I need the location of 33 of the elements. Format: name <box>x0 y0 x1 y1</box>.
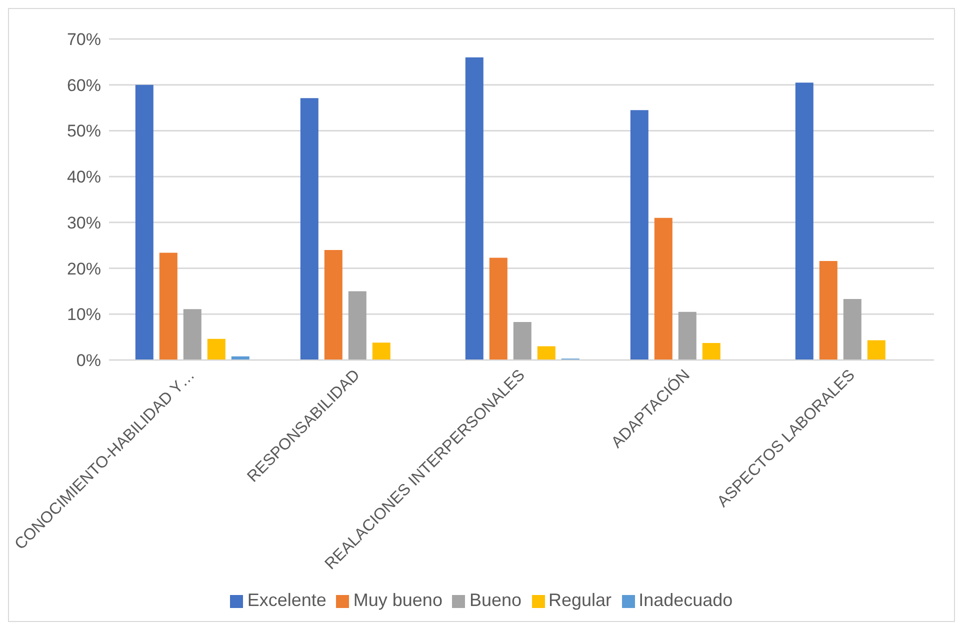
bar <box>630 110 648 360</box>
bar <box>537 346 556 360</box>
bar <box>702 343 720 360</box>
y-tick-label: 50% <box>66 122 101 141</box>
y-tick-label: 10% <box>66 305 101 324</box>
y-tick-label: 60% <box>66 76 101 95</box>
y-tick-label: 20% <box>66 259 101 278</box>
bar <box>465 57 484 360</box>
bar <box>489 258 508 360</box>
bar <box>348 291 366 360</box>
bar <box>183 309 202 360</box>
legend-label: Regular <box>548 590 612 610</box>
bar <box>135 84 154 360</box>
bar <box>819 260 838 360</box>
bar <box>678 312 696 360</box>
bar <box>324 250 342 360</box>
bar <box>867 340 886 360</box>
y-tick-label: 30% <box>66 213 101 232</box>
bar <box>159 252 178 360</box>
bar <box>843 299 862 360</box>
y-tick-label: 0% <box>76 351 101 370</box>
y-tick-label: 40% <box>66 168 101 187</box>
legend-label: Bueno <box>469 590 522 610</box>
bar <box>654 218 672 360</box>
y-tick-label: 70% <box>66 30 101 50</box>
legend-label: Muy bueno <box>353 590 442 610</box>
bar <box>513 322 532 360</box>
bar <box>795 82 814 360</box>
legend-label: Excelente <box>247 590 326 610</box>
bar <box>207 338 226 360</box>
bar <box>300 98 318 360</box>
legend-label: Inadecuado <box>638 590 733 610</box>
bar <box>372 342 390 360</box>
